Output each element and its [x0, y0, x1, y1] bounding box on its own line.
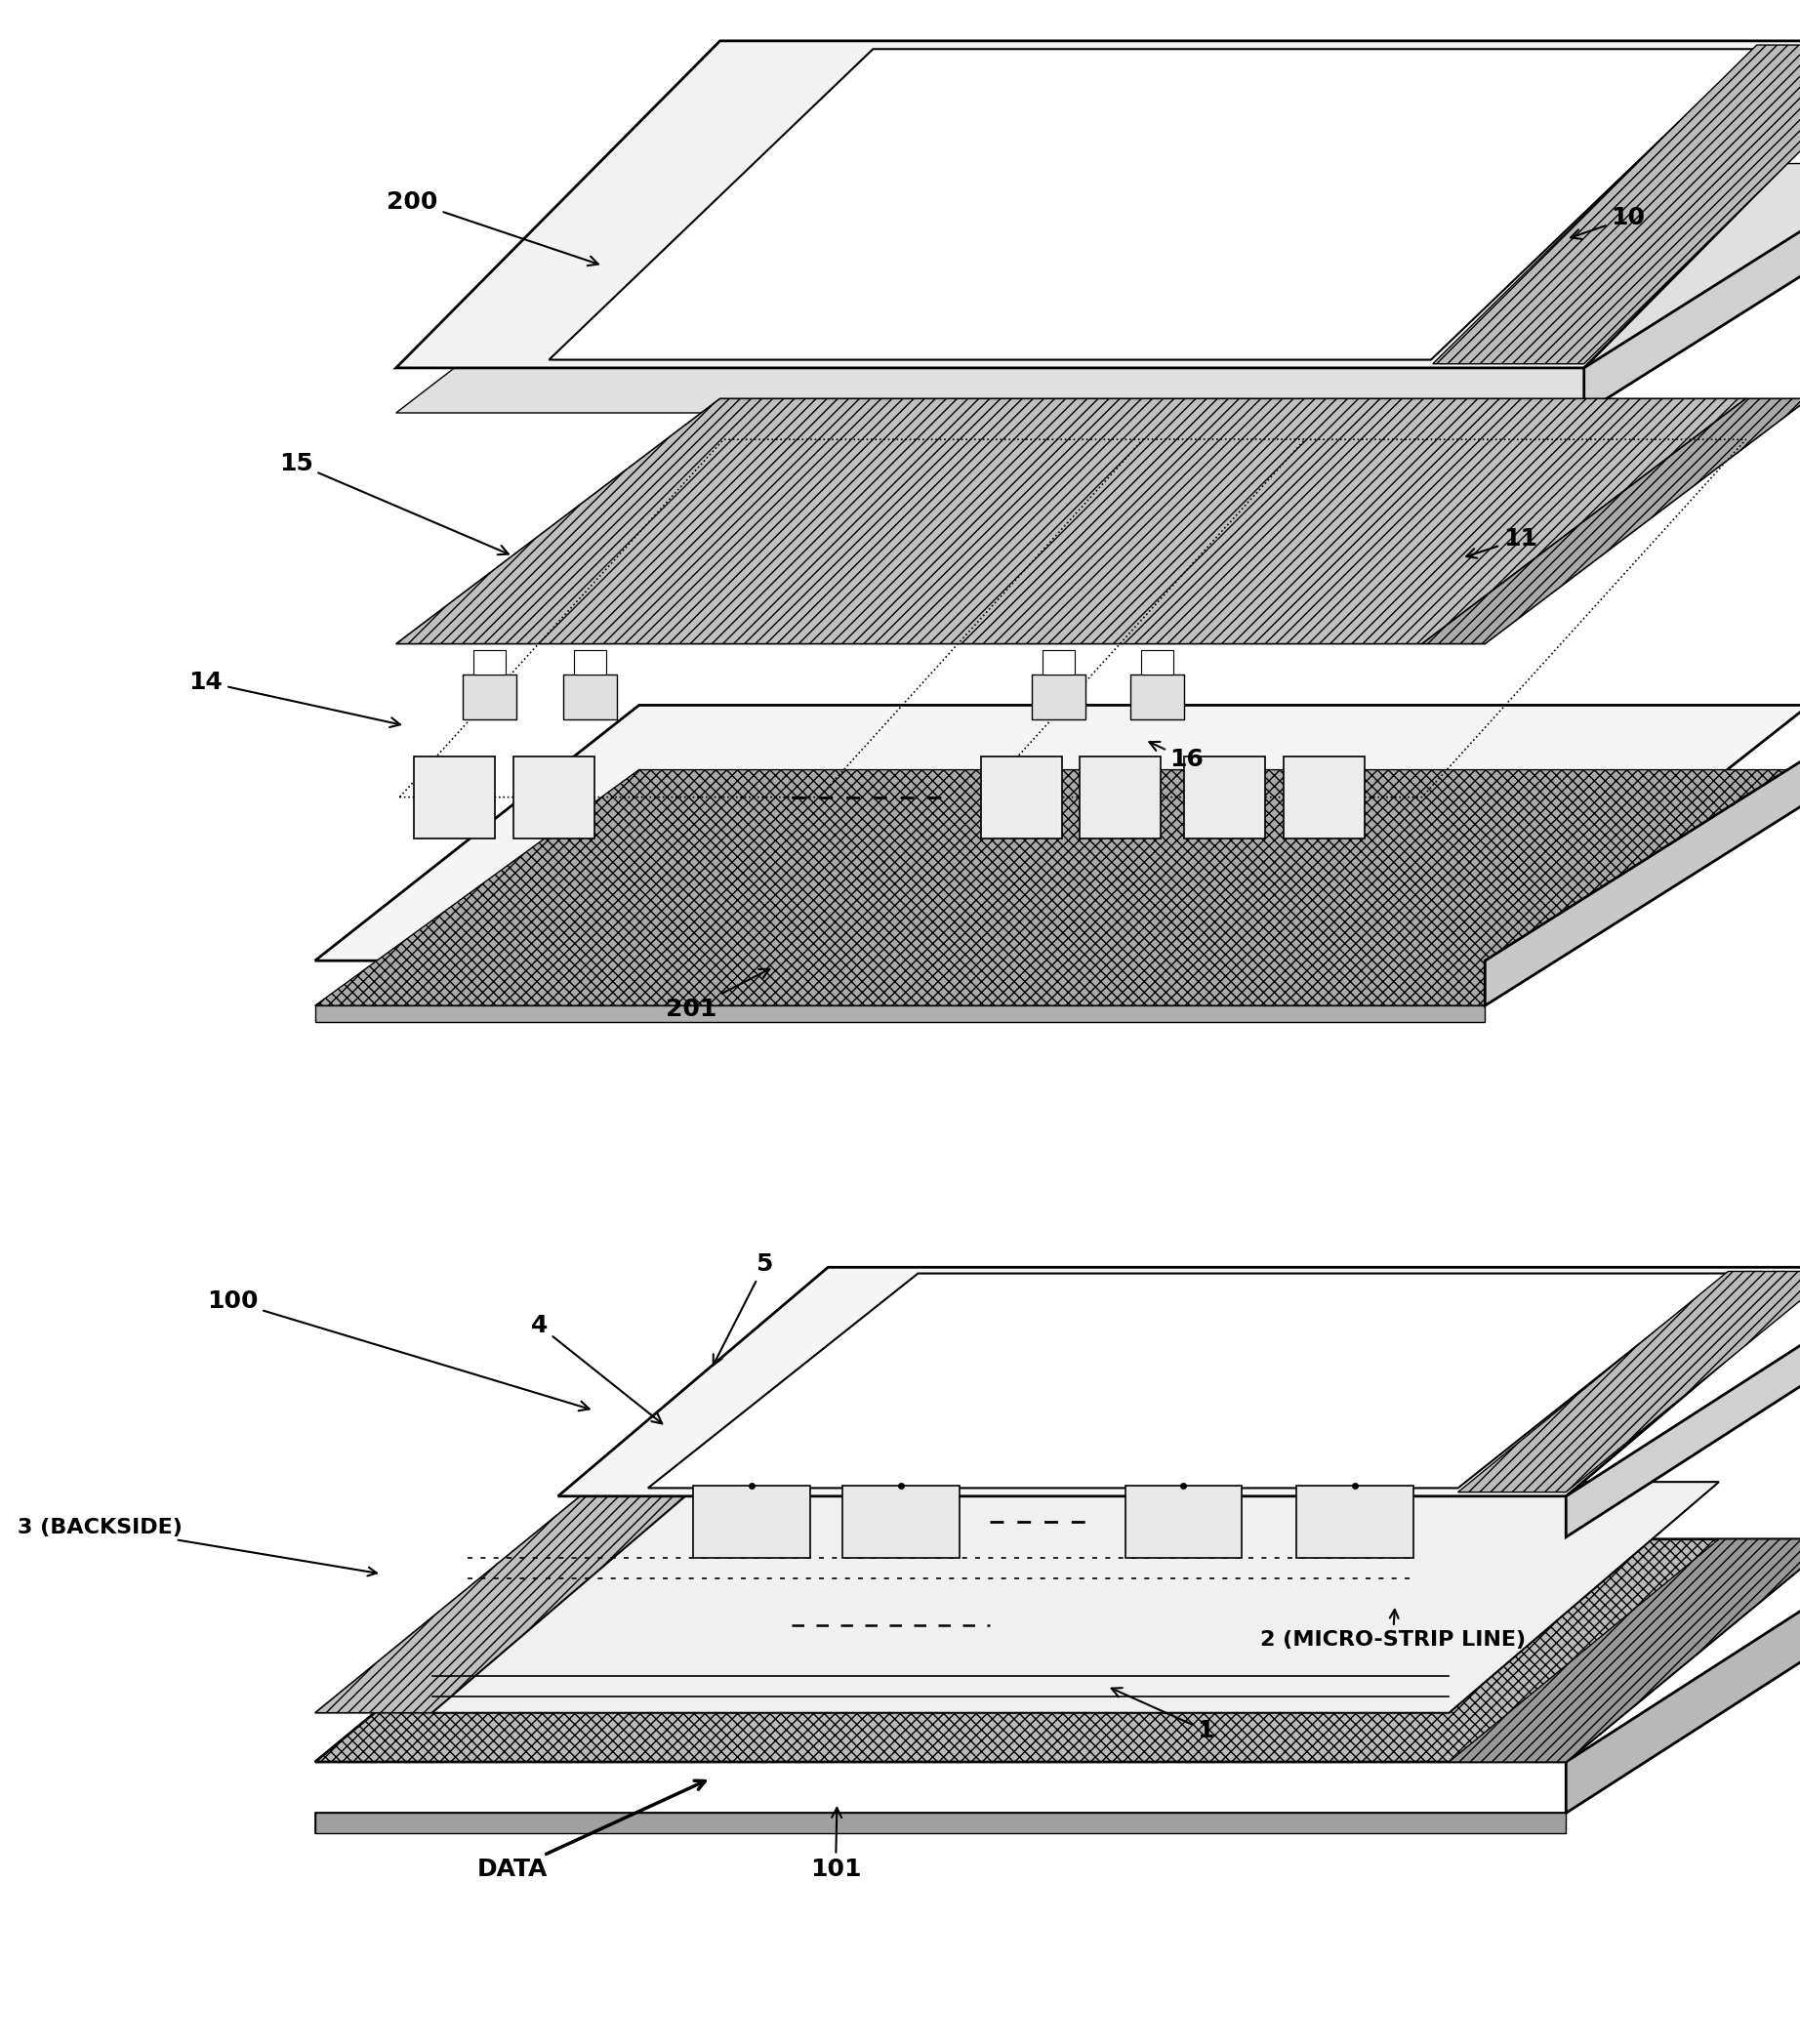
- Polygon shape: [396, 399, 1746, 644]
- Text: 2 (MICRO-STRIP LINE): 2 (MICRO-STRIP LINE): [1260, 1609, 1526, 1650]
- Bar: [1042, 650, 1075, 675]
- Text: 16: 16: [1150, 742, 1204, 771]
- Bar: [463, 675, 517, 719]
- Polygon shape: [1584, 164, 1800, 413]
- Bar: [1031, 675, 1085, 719]
- Bar: [563, 675, 617, 719]
- Polygon shape: [315, 771, 1800, 1006]
- Polygon shape: [396, 41, 1800, 368]
- Polygon shape: [1458, 1271, 1800, 1492]
- Polygon shape: [315, 1492, 702, 1713]
- Bar: [513, 756, 594, 838]
- Bar: [1080, 756, 1161, 838]
- Bar: [1130, 675, 1184, 719]
- Bar: [414, 756, 495, 838]
- Polygon shape: [1566, 1588, 1800, 1813]
- Text: 14: 14: [189, 670, 400, 728]
- Polygon shape: [1449, 1539, 1800, 1762]
- Polygon shape: [1566, 1322, 1800, 1537]
- Bar: [574, 650, 607, 675]
- Bar: [1296, 1486, 1413, 1558]
- Polygon shape: [1433, 45, 1800, 364]
- Polygon shape: [315, 1006, 1485, 1022]
- Text: 200: 200: [387, 190, 598, 266]
- Text: DATA: DATA: [477, 1780, 706, 1880]
- Text: 100: 100: [207, 1290, 589, 1410]
- Polygon shape: [648, 1273, 1728, 1488]
- Text: 1: 1: [1112, 1688, 1213, 1741]
- Polygon shape: [396, 164, 1800, 413]
- Bar: [1125, 1486, 1242, 1558]
- Bar: [473, 650, 506, 675]
- Polygon shape: [315, 1539, 1800, 1762]
- Text: 5: 5: [713, 1253, 772, 1365]
- Text: 10: 10: [1571, 206, 1645, 239]
- Text: 15: 15: [279, 452, 508, 554]
- Text: 4: 4: [531, 1314, 662, 1423]
- Text: 3 (BACKSIDE): 3 (BACKSIDE): [18, 1517, 376, 1576]
- Bar: [693, 1486, 810, 1558]
- Polygon shape: [558, 1267, 1800, 1496]
- Polygon shape: [1422, 399, 1800, 644]
- Polygon shape: [315, 705, 1800, 961]
- Bar: [1283, 756, 1364, 838]
- Text: 201: 201: [666, 969, 770, 1020]
- Text: 11: 11: [1467, 527, 1537, 558]
- Polygon shape: [549, 49, 1755, 360]
- Polygon shape: [315, 1813, 1566, 1833]
- Polygon shape: [432, 1482, 1719, 1713]
- Bar: [981, 756, 1062, 838]
- Bar: [842, 1486, 959, 1558]
- Bar: [1184, 756, 1265, 838]
- Polygon shape: [1485, 756, 1800, 1006]
- Bar: [1141, 650, 1174, 675]
- Text: 101: 101: [810, 1807, 860, 1880]
- Polygon shape: [315, 1813, 1566, 1833]
